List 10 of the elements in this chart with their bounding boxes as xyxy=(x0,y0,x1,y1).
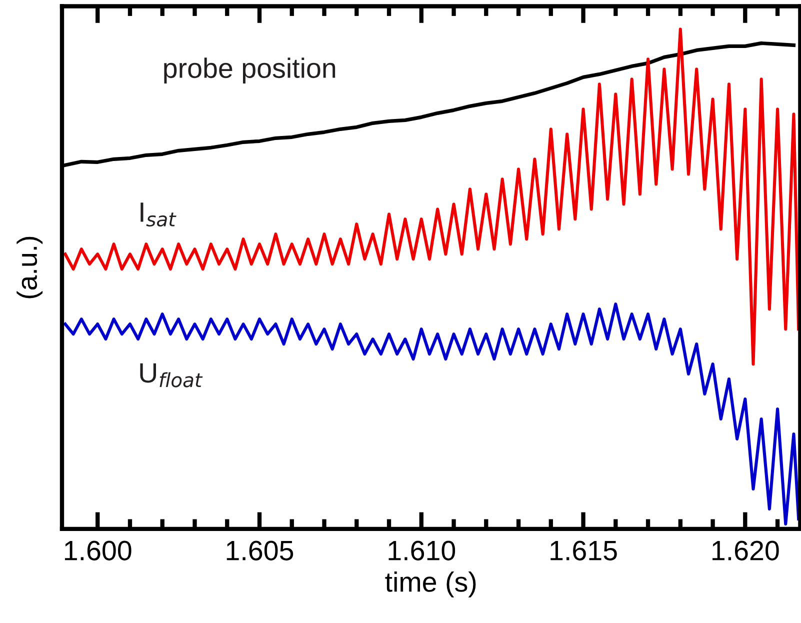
series-label: probe position xyxy=(164,58,336,84)
x-tick-label: 1.610 xyxy=(388,540,456,560)
series-label: I$_{sat}$ xyxy=(140,202,176,227)
x-axis-title: time (s) xyxy=(385,571,476,598)
series-label: U$_{float}$ xyxy=(140,363,203,388)
x-tick-label: 1.615 xyxy=(550,540,617,560)
y-axis-title: (a.u.) xyxy=(16,236,43,298)
x-tick-label: 1.605 xyxy=(226,540,294,560)
x-tick-label: 1.620 xyxy=(712,540,779,560)
x-tick-label: 1.600 xyxy=(64,540,132,560)
